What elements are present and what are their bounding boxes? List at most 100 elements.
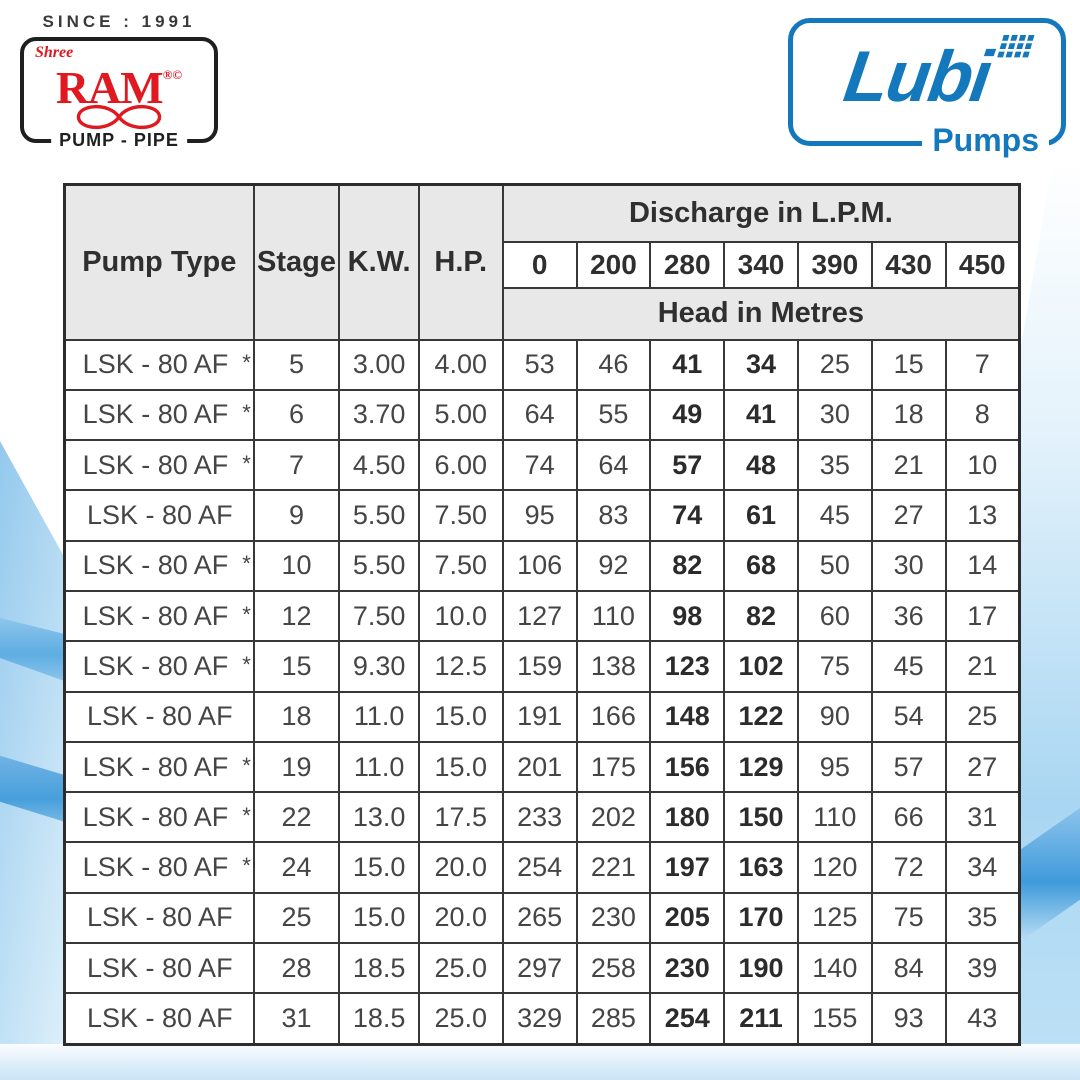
kw-cell: 15.0 [338,841,420,894]
kw-cell: 9.30 [338,640,420,693]
discharge-value-390: 390 [796,240,873,289]
head-cell-390: 60 [796,589,873,643]
head-cell-280: 98 [649,589,726,643]
stage-cell: 18 [252,690,341,743]
discharge-value-0: 0 [501,240,578,289]
pump-type-text: LSK - 80 AF [82,349,229,380]
hp-cell: 20.0 [417,891,504,945]
ram-registered-marks: ®© [162,67,183,82]
pump-type-text: LSK - 80 AF [82,852,229,883]
head-cell-390: 25 [796,338,873,391]
table-row: LSK - 80 AF * 22 13.0 17.5 233 202 180 15… [63,791,1021,844]
head-cell-0: 106 [501,539,578,592]
pump-type-text: LSK - 80 AF [86,701,233,732]
stage-cell: 28 [252,942,341,995]
stage-cell: 22 [252,791,341,844]
head-cell-0: 127 [501,589,578,643]
head-cell-430: 57 [870,740,947,794]
head-cell-0: 191 [501,690,578,743]
head-cell-340: 48 [723,439,799,492]
hp-cell: 6.00 [417,439,504,492]
ram-name-text: RAM [55,62,164,113]
head-cell-0: 159 [501,640,578,693]
head-cell-430: 18 [870,388,947,442]
kw-cell: 11.0 [338,690,420,743]
pump-type-text: LSK - 80 AF [86,902,233,933]
col-header-kw: K.W. [338,183,420,341]
discharge-title-header: Discharge in L.P.M. [501,183,1021,243]
pump-spec-table: Pump Type Stage K.W. H.P. Discharge in L… [63,183,1021,1046]
head-cell-390: 45 [796,489,873,542]
head-cell-430: 84 [870,942,947,995]
pump-type-text: LSK - 80 AF [82,449,229,480]
stage-cell: 15 [252,640,341,693]
head-cell-340: 61 [723,489,799,542]
kw-cell: 18.5 [338,942,420,995]
head-cell-390: 35 [796,439,873,492]
head-cell-340: 150 [723,791,799,844]
stage-cell: 19 [252,740,341,794]
discharge-value-430: 430 [870,240,947,289]
head-cell-450: 10 [944,439,1021,492]
kw-cell: 3.00 [338,338,420,391]
col-header-pump-type: Pump Type [63,183,255,341]
head-title-header: Head in Metres [501,286,1021,341]
col-header-stage: Stage [252,183,341,341]
hp-cell: 25.0 [417,942,504,995]
pump-type-star: * [242,651,251,677]
head-cell-390: 155 [796,992,873,1046]
discharge-values-row: 0 200 280 340 390 430 450 [65,240,1021,289]
table-row: LSK - 80 AF 9 5.50 7.50 95 83 74 61 45 2… [63,489,1021,542]
pump-type-cell: LSK - 80 AF * [63,841,255,894]
head-cell-340: 122 [723,690,799,743]
pump-type-star: * [242,450,251,476]
head-cell-0: 297 [501,942,578,995]
head-cell-280: 205 [649,891,726,945]
kw-cell: 7.50 [338,589,420,643]
head-cell-340: 68 [723,539,799,592]
head-cell-200: 285 [575,992,652,1046]
hp-cell: 7.50 [417,489,504,542]
head-cell-200: 258 [575,942,652,995]
head-cell-200: 46 [575,338,652,391]
head-cell-390: 30 [796,388,873,442]
head-cell-430: 36 [870,589,947,643]
stage-cell: 6 [252,388,341,442]
pump-type-text: LSK - 80 AF [82,399,229,430]
head-cell-200: 83 [575,489,652,542]
head-cell-0: 254 [501,841,578,894]
ram-since-text: SINCE : 1991 [42,12,196,31]
head-cell-450: 34 [944,841,1021,894]
table-row: LSK - 80 AF 25 15.0 20.0 265 230 205 170… [63,891,1021,945]
head-cell-430: 54 [870,690,947,743]
head-cell-0: 64 [501,388,578,442]
stage-cell: 24 [252,841,341,894]
lubi-logo: Lubi Pumps [788,18,1066,159]
pump-type-cell: LSK - 80 AF * [63,539,255,592]
kw-cell: 3.70 [338,388,420,442]
head-cell-430: 45 [870,640,947,693]
head-cell-280: 180 [649,791,726,844]
lubi-grid-icon [997,34,1035,58]
head-cell-390: 120 [796,841,873,894]
table-row: LSK - 80 AF 31 18.5 25.0 329 285 254 211… [63,992,1021,1046]
table-row: LSK - 80 AF * 7 4.50 6.00 74 64 57 48 35 … [63,439,1021,492]
head-cell-280: 74 [649,489,726,542]
kw-cell: 4.50 [338,439,420,492]
kw-cell: 5.50 [338,489,420,542]
hp-cell: 15.0 [417,740,504,794]
pump-type-cell: LSK - 80 AF [63,489,255,542]
pump-type-cell: LSK - 80 AF [63,690,255,743]
pump-type-text: LSK - 80 AF [86,1003,233,1034]
head-cell-200: 138 [575,640,652,693]
table-row: LSK - 80 AF * 15 9.30 12.5 159 138 123 10… [63,640,1021,693]
pump-type-cell: LSK - 80 AF [63,942,255,995]
col-header-hp: H.P. [417,183,504,341]
head-cell-280: 156 [649,740,726,794]
stage-cell: 7 [252,439,341,492]
head-cell-390: 90 [796,690,873,743]
hp-cell: 4.00 [417,338,504,391]
ram-swirl-icon [76,104,162,130]
discharge-value-200: 200 [575,240,652,289]
head-cell-200: 221 [575,841,652,894]
